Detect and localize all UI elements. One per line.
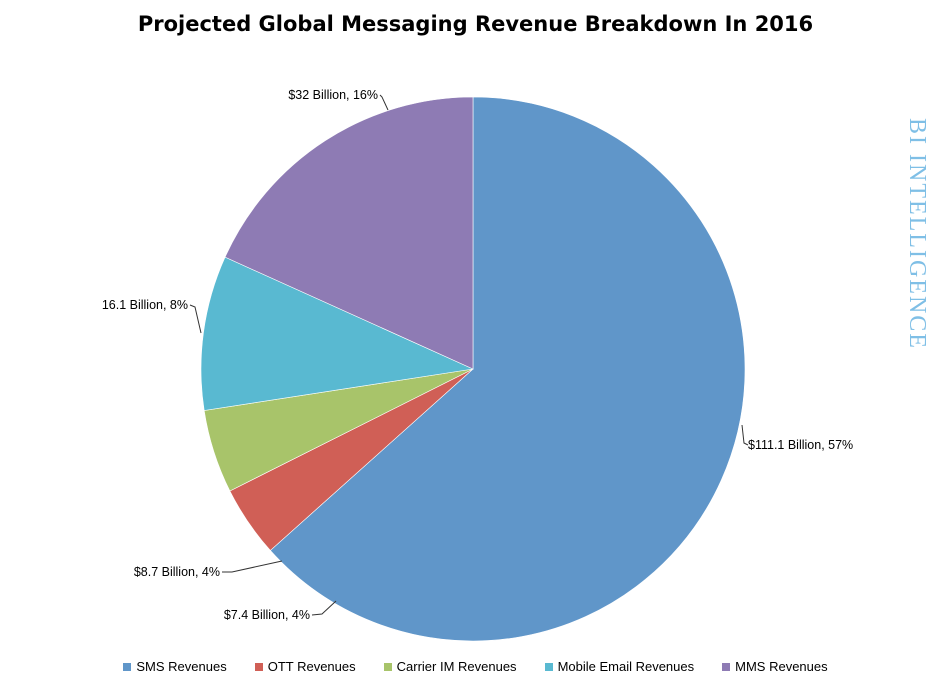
slice-label: $7.4 Billion, 4%: [224, 608, 310, 622]
legend-swatch: [254, 662, 263, 671]
legend-item: SMS Revenues: [123, 659, 227, 674]
pie-slice-sms-revenues: [269, 96, 746, 642]
leader-line: [189, 304, 202, 334]
legend-swatch: [123, 662, 132, 671]
leader-line: [379, 94, 389, 111]
bi-intelligence-watermark: BI INTELLIGENCE: [904, 118, 930, 350]
slice-label: $111.1 Billion, 57%: [748, 438, 853, 452]
slice-label: $8.7 Billion, 4%: [134, 565, 220, 579]
legend-label: OTT Revenues: [267, 659, 356, 674]
slice-label: $32 Billion, 16%: [288, 88, 378, 102]
legend-item: OTT Revenues: [254, 659, 356, 674]
legend-label: Carrier IM Revenues: [396, 659, 517, 674]
legend-label: Mobile Email Revenues: [557, 659, 695, 674]
legend-item: Carrier IM Revenues: [383, 659, 517, 674]
chart-title: Projected Global Messaging Revenue Break…: [137, 12, 814, 36]
legend-swatch: [383, 662, 392, 671]
legend-item: MMS Revenues: [722, 659, 828, 674]
pie-slices: [200, 96, 746, 642]
slice-label: 16.1 Billion, 8%: [102, 298, 188, 312]
leader-line: [222, 560, 283, 573]
legend-swatch: [544, 662, 553, 671]
pie-slice-mobile-email-revenues: [200, 256, 475, 411]
chart-legend: SMS Revenues OTT Revenues Carrier IM Reven…: [0, 659, 951, 674]
legend-label: MMS Revenues: [735, 659, 828, 674]
legend-label: SMS Revenues: [136, 659, 227, 674]
leader-line: [741, 424, 749, 446]
pie-slice-mms-revenues: [224, 96, 474, 370]
legend-item: Mobile Email Revenues: [544, 659, 695, 674]
leader-line: [311, 600, 337, 616]
legend-swatch: [722, 662, 731, 671]
label-leader-lines: [189, 94, 749, 616]
slice-labels: $111.1 Billion, 57% $7.4 Billion, 4% $8.7 …: [102, 88, 853, 622]
